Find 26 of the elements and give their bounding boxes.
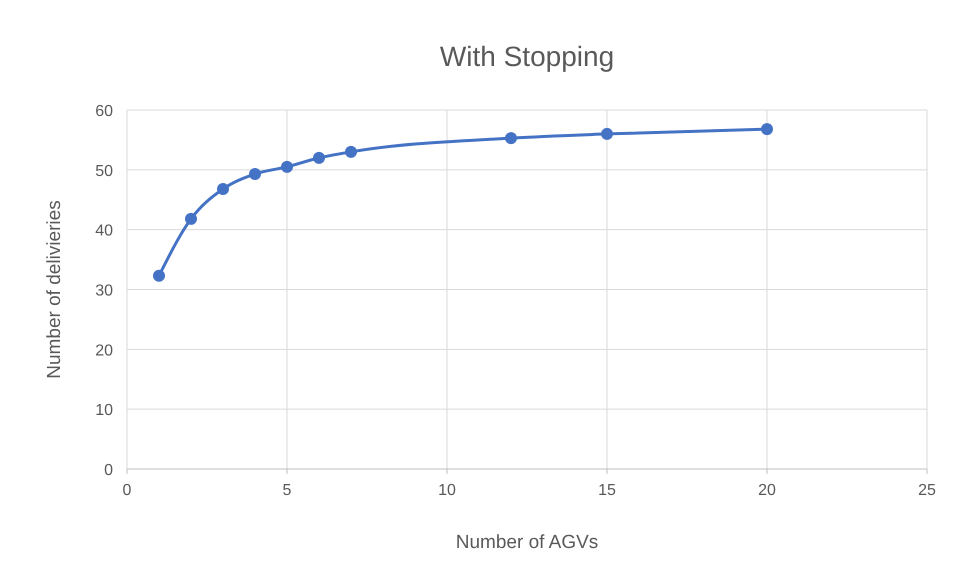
point [601, 128, 613, 140]
point [505, 132, 517, 144]
chart-title: With Stopping [440, 41, 614, 72]
y-tick-label: 10 [95, 402, 114, 420]
x-tick-label: 20 [758, 482, 776, 499]
x-tick-label: 5 [282, 482, 292, 499]
point [313, 152, 325, 164]
y-tick-label: 60 [95, 103, 114, 120]
x-tick-label: 25 [918, 482, 936, 499]
point [185, 212, 197, 225]
x-tick-label: 15 [598, 482, 616, 499]
y-axis-title: Number of delivieries [44, 200, 65, 379]
point [761, 123, 773, 136]
y-tick-label: 30 [95, 282, 114, 300]
point [281, 160, 293, 173]
point [217, 182, 229, 195]
y-tick-label: 20 [95, 342, 114, 360]
point [249, 168, 261, 180]
point [153, 270, 165, 282]
x-tick-label: 10 [438, 482, 456, 499]
y-tick-label: 40 [95, 222, 114, 240]
x-axis-title: Number of AGVs [456, 532, 598, 553]
y-tick-label: 0 [104, 462, 114, 479]
x-tick-label: 0 [122, 482, 132, 499]
point [345, 146, 357, 158]
y-tick-label: 50 [95, 162, 114, 180]
